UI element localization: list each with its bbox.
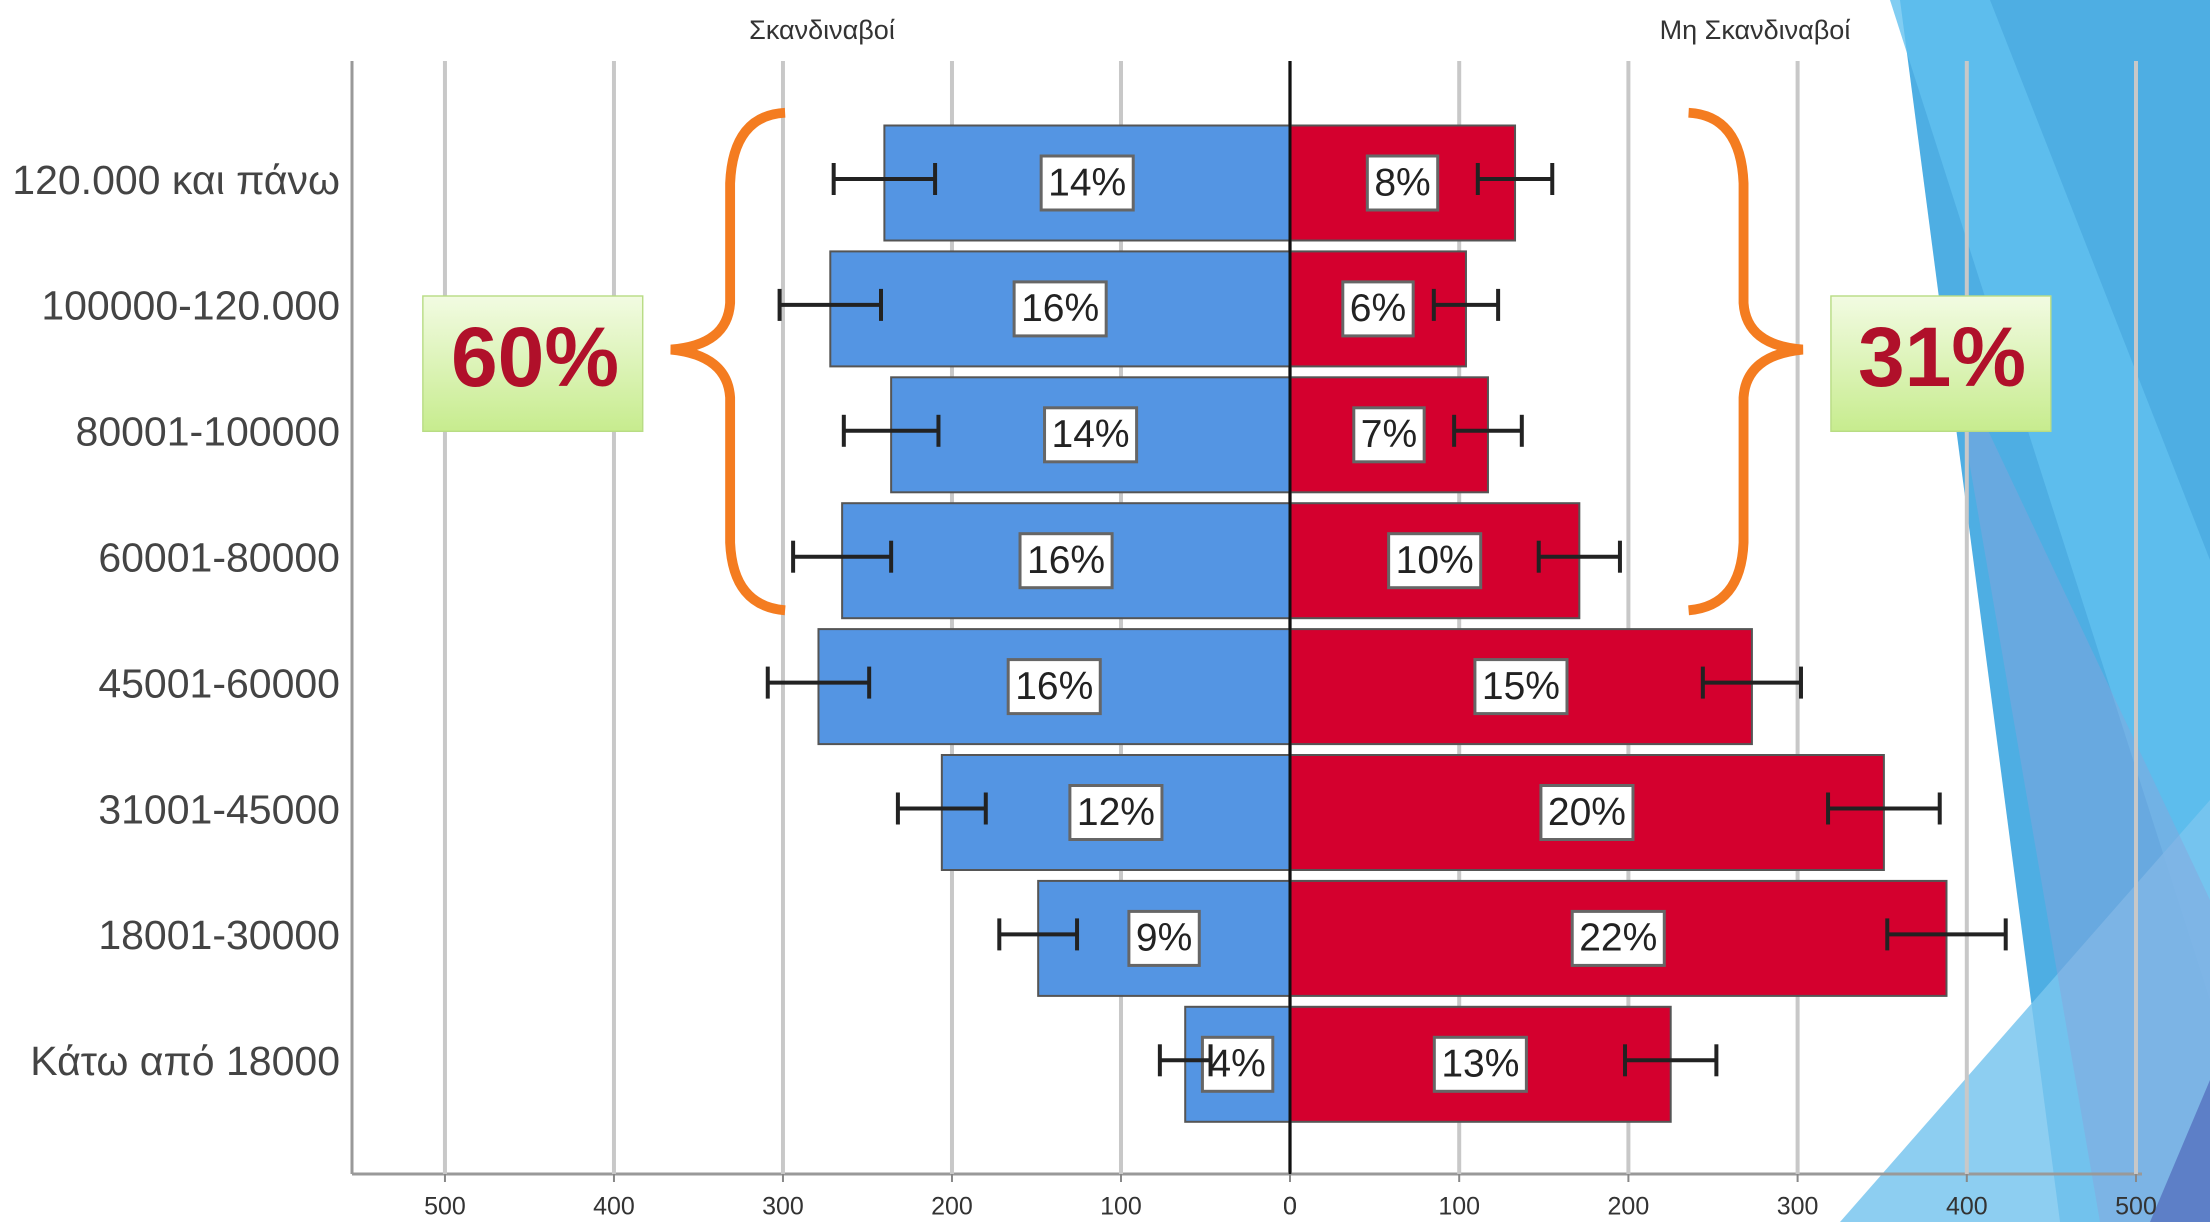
y-tick-label: 80001-100000 [76,409,340,455]
value-label: 4% [1209,1043,1265,1086]
x-tick-label: 400 [1946,1193,1988,1221]
value-label: 14% [1048,161,1126,204]
value-label: 16% [1015,665,1093,708]
y-tick-label: 18001-30000 [98,912,340,958]
annotation-group [422,107,2052,616]
value-label: 10% [1396,539,1474,582]
value-label-box [1018,532,1114,590]
value-label: 16% [1021,287,1099,330]
series-name: Σκανδιναβοί [749,15,895,45]
annotation-box [422,295,644,433]
value-label-box [1341,280,1415,338]
value-label: 7% [1361,413,1417,456]
value-label-box [1127,909,1201,967]
y-tick-label: 100000-120.000 [41,283,340,329]
y-tick-label: 120.000 και πάνω [12,157,340,203]
value-label: 22% [1579,917,1657,960]
x-tick-label: 400 [593,1193,635,1221]
value-label-box [1043,406,1139,464]
x-tick-label: 500 [2115,1193,2157,1221]
value-label: 14% [1052,413,1130,456]
x-tick-label: 100 [1438,1193,1480,1221]
value-label: 6% [1350,287,1406,330]
value-label-box [1039,154,1135,212]
value-label-box [1570,909,1666,967]
slide-decoration [1840,0,2210,1222]
value-label-box [1473,658,1569,716]
value-label: 8% [1374,161,1430,204]
x-tick-label: 0 [1283,1193,1297,1221]
y-tick-label: 45001-60000 [98,660,340,706]
value-label-box [1006,658,1102,716]
value-label-box [1200,1035,1275,1093]
value-label: 13% [1441,1043,1519,1086]
x-tick-label: 300 [762,1193,804,1221]
value-label-box [1387,532,1483,590]
value-label: 20% [1548,791,1626,834]
value-label-box [1068,784,1164,841]
value-label: 9% [1136,917,1192,960]
value-label-box [1012,280,1108,338]
value-label-box [1352,406,1426,464]
value-label-box [1365,154,1440,212]
y-tick-label: 60001-80000 [98,535,340,581]
x-tick-label: 300 [1777,1193,1819,1221]
value-label: 16% [1027,539,1105,582]
value-label: 15% [1482,665,1560,708]
x-tick-label: 500 [424,1193,466,1221]
y-tick-label: 31001-45000 [98,786,340,832]
annotation: 31% [1858,310,2026,404]
annotation: 60% [451,310,619,404]
value-label-box [1539,784,1635,841]
value-label-box [1432,1035,1528,1093]
brace [670,107,786,616]
series-name: Μη Σκανδιναβοί [1660,15,1851,45]
value-label: 12% [1077,791,1155,834]
x-tick-label: 100 [1100,1193,1142,1221]
x-tick-label: 200 [1608,1193,1650,1221]
brace [1688,107,1804,616]
x-tick-label: 0 [1283,1193,1297,1221]
x-tick-label: 200 [931,1193,973,1221]
y-tick-label: Κάτω από 18000 [30,1038,340,1084]
annotation-box [1830,295,2052,433]
